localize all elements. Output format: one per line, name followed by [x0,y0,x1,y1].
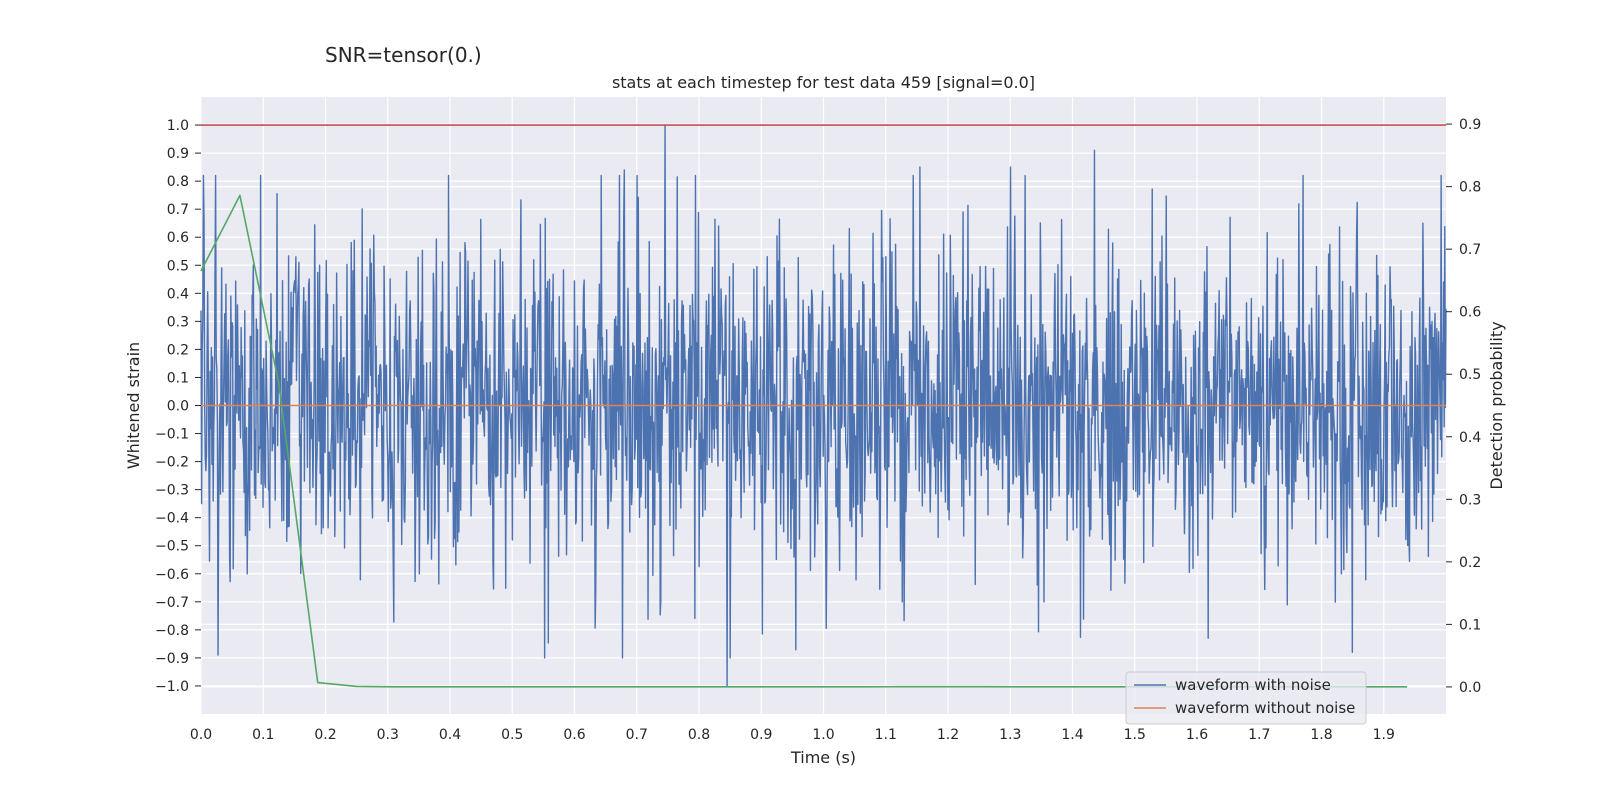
y-left-tick-label: 0.4 [167,286,189,302]
chart-suptitle: SNR=tensor(0.) [325,43,482,67]
y-right-tick-label: 0.6 [1459,305,1481,321]
x-tick-label: 1.1 [875,727,897,743]
y-left-tick-label: 0.6 [167,230,189,246]
series-waveform-with-noise [200,124,1447,687]
y-right-tick-label: 0.2 [1459,555,1481,571]
x-tick-label: 0.8 [688,727,710,743]
y-right-tick-label: 0.3 [1459,492,1481,508]
y-left-tick-label: −0.7 [155,595,189,611]
x-tick-label: 1.2 [937,727,959,743]
y-left-tick-label: −0.4 [155,511,189,527]
chart-title: stats at each timestep for test data 459… [612,73,1035,92]
y-left-tick-label: 0.7 [167,202,189,218]
x-tick-label: 0.2 [314,727,336,743]
y-left-tick-label: −0.1 [155,427,189,443]
y-left-tick-label: 0.5 [167,258,189,274]
y-left-tick-label: 0.8 [167,174,189,190]
x-axis-label: Time (s) [790,748,856,767]
y-right-tick-label: 0.4 [1459,430,1481,446]
legend-label-with-noise: waveform with noise [1175,676,1331,694]
y-left-tick-label: 0.1 [167,370,189,386]
y-left-tick-label: −0.9 [155,651,189,667]
y-right-tick-label: 0.0 [1459,680,1481,696]
x-tick-label: 0.4 [439,727,461,743]
x-tick-label: 0.3 [377,727,399,743]
y-right-tick-label: 0.1 [1459,617,1481,633]
y-right-tick-label: 0.8 [1459,180,1481,196]
x-tick-label: 0.9 [750,727,772,743]
x-tick-label: 0.1 [252,727,274,743]
x-tick-label: 0.5 [501,727,523,743]
x-tick-label: 1.3 [999,727,1021,743]
y-right-tick-label: 0.7 [1459,242,1481,258]
y-left-tick-label: −1.0 [155,679,189,695]
y-left-tick-label: 0.3 [167,314,189,330]
x-tick-label: 1.4 [1061,727,1083,743]
y-axis-left: 1.0 0.9 0.8 0.7 0.6 0.5 0.4 0.3 0.2 0.1 0.0 −0.1 −0.… [155,118,201,695]
x-tick-label: 0.6 [563,727,585,743]
y-left-tick-label: −0.8 [155,623,189,639]
x-tick-label: 1.8 [1310,727,1332,743]
y-left-tick-label: 0.0 [167,399,189,415]
x-tick-label: 1.6 [1186,727,1208,743]
y-right-tick-label: 0.9 [1459,117,1481,133]
legend: waveform with noise waveform without noi… [1125,671,1367,725]
x-tick-label: 1.0 [812,727,834,743]
x-tick-label: 0.7 [626,727,648,743]
y-axis-right: 0.9 0.8 0.7 0.6 0.5 0.4 0.3 0.2 0.1 0.0 [1446,117,1481,696]
y-left-tick-label: 1.0 [167,118,189,134]
x-tick-label: 1.7 [1248,727,1270,743]
y-right-tick-label: 0.5 [1459,367,1481,383]
y-axis-left-label: Whitened strain [124,342,143,469]
y-left-tick-label: −0.2 [155,455,189,471]
y-left-tick-label: −0.3 [155,483,189,499]
x-tick-label: 1.5 [1124,727,1146,743]
x-tick-label: 0.0 [190,727,212,743]
y-left-tick-label: −0.6 [155,567,189,583]
legend-box [1125,671,1367,725]
y-axis-right-label: Detection probability [1487,321,1506,489]
y-left-tick-label: −0.5 [155,539,189,555]
legend-label-without-noise: waveform without noise [1175,699,1355,717]
y-left-tick-label: 0.2 [167,342,189,358]
y-left-tick-label: 0.9 [167,146,189,162]
x-axis: 0.0 0.1 0.2 0.3 0.4 0.5 0.6 0.7 0.8 0.9 1.0 1.1 1.2 1… [190,727,1395,743]
x-tick-label: 1.9 [1373,727,1395,743]
